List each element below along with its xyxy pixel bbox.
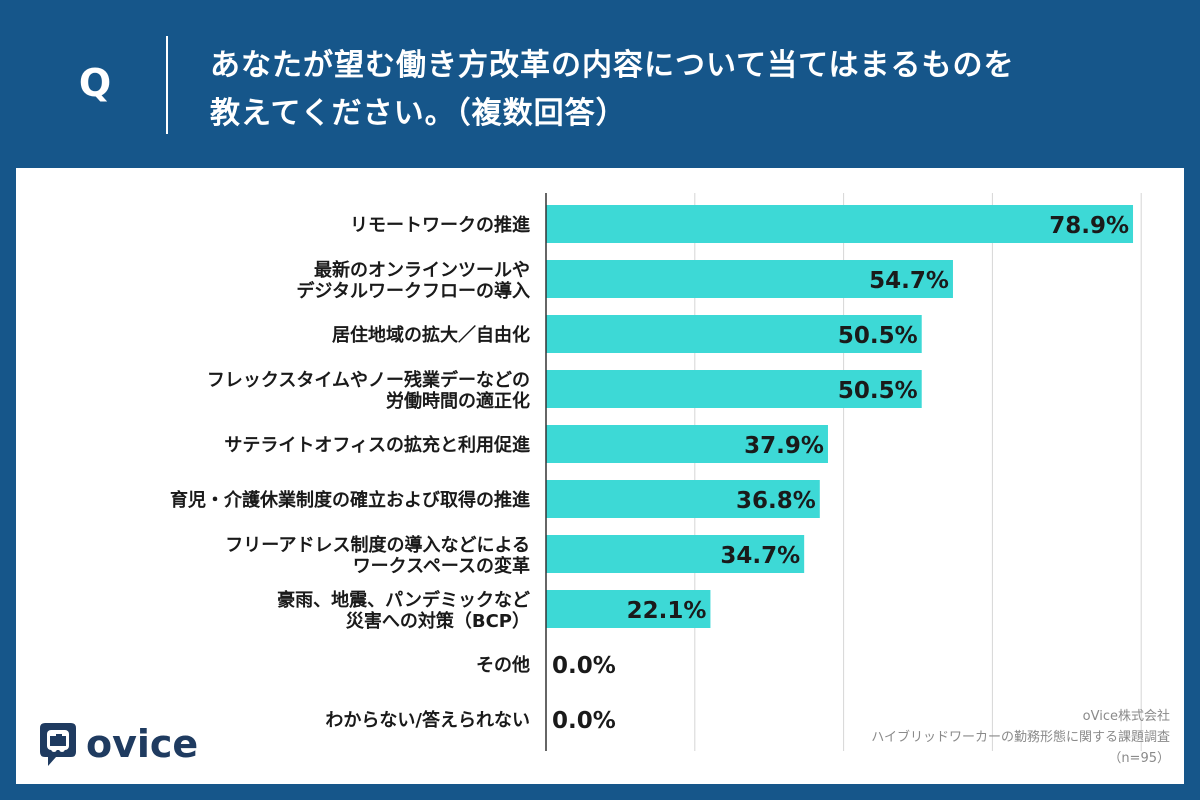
value-label: 0.0% — [552, 708, 616, 734]
logo-text: ovice — [86, 722, 199, 766]
chart-panel: 78.9% リモートワークの推進 54.7% 最新のオンラインツールやデジタルワークフ… — [16, 168, 1184, 784]
category-label: 居住地域の拡大／自由化 — [332, 324, 530, 346]
value-label: 78.9% — [1049, 213, 1129, 239]
value-label: 50.5% — [838, 323, 918, 349]
category-label: フレックスタイムやノー残業デーなどの労働時間の適正化 — [207, 369, 530, 412]
bar — [546, 535, 805, 573]
bar — [546, 590, 711, 628]
category-label-line: デジタルワークフローの導入 — [296, 280, 530, 302]
bar — [546, 370, 922, 408]
question-text: あなたが望む働き方改革の内容について当てはまるものを 教えてください。（複数回答… — [210, 48, 1015, 131]
category-label: わからない/答えられない — [325, 709, 530, 731]
value-label: 0.0% — [552, 653, 616, 679]
source-company: oVice株式会社 — [1082, 709, 1170, 724]
category-label: リモートワークの推進 — [350, 214, 530, 236]
bar — [546, 315, 922, 353]
category-label: その他 — [476, 654, 530, 676]
bar — [546, 480, 820, 518]
value-label: 22.1% — [627, 598, 707, 624]
category-label-line: 豪雨、地震、パンデミックなど — [277, 589, 530, 611]
bar — [546, 260, 953, 298]
bar — [546, 205, 1134, 243]
bar — [546, 425, 828, 463]
category-label: フリーアドレス制度の導入などによるワークスペースの変革 — [225, 534, 530, 577]
category-label-line: 最新のオンラインツールや — [314, 259, 530, 281]
source-sample: （n=95） — [1108, 751, 1170, 766]
source-note: oVice株式会社 ハイブリッドワーカーの勤務形態に関する課題調査 （n=95） — [750, 706, 1170, 769]
category-label-line: 災害への対策（BCP） — [346, 610, 530, 632]
bar-chart: 78.9% リモートワークの推進 54.7% 最新のオンラインツールやデジタルワークフ… — [170, 193, 1142, 751]
value-label: 50.5% — [838, 378, 918, 404]
category-label: 育児・介護休業制度の確立および取得の推進 — [170, 489, 530, 511]
ovice-logo-icon — [40, 723, 76, 766]
ovice-logo: ovice — [36, 720, 206, 770]
category-label-line: 労働時間の適正化 — [386, 390, 530, 412]
header: Q あなたが望む働き方改革の内容について当てはまるものを 教えてください。（複数… — [0, 0, 1200, 168]
category-label-line: ワークスペースの変革 — [353, 555, 530, 577]
value-label: 37.9% — [744, 433, 824, 459]
category-label: サテライトオフィスの拡充と利用促進 — [224, 434, 530, 456]
value-label: 36.8% — [736, 488, 816, 514]
category-label: 最新のオンラインツールやデジタルワークフローの導入 — [296, 259, 530, 302]
value-label: 54.7% — [869, 268, 949, 294]
value-label: 34.7% — [720, 543, 800, 569]
category-label-line: フレックスタイムやノー残業デーなどの — [207, 369, 530, 391]
q-label: Q — [78, 61, 112, 105]
category-label: 豪雨、地震、パンデミックなど災害への対策（BCP） — [277, 589, 530, 632]
category-label-line: フリーアドレス制度の導入などによる — [225, 534, 530, 556]
source-survey: ハイブリッドワーカーの勤務形態に関する課題調査 — [871, 730, 1170, 745]
header-divider — [166, 36, 168, 134]
